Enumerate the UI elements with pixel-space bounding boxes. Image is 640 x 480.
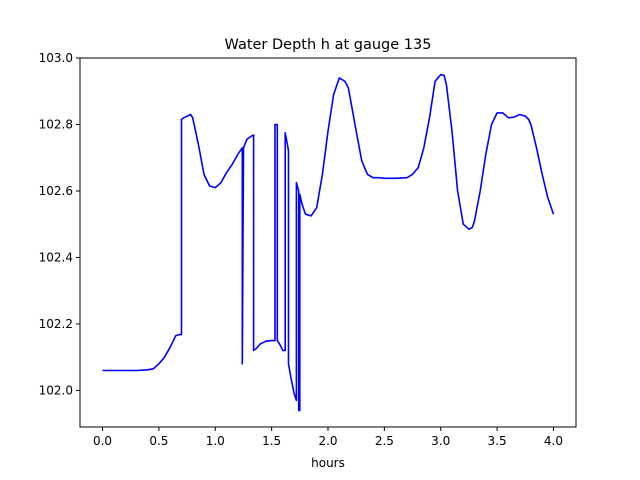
x-tick-label: 0.0 bbox=[93, 434, 112, 448]
y-tick-label: 102.2 bbox=[39, 317, 73, 331]
y-tick-label: 102.6 bbox=[39, 184, 73, 198]
y-axis-ticks: 102.0 102.2 102.4 102.6 102.8 103.0 bbox=[39, 51, 80, 397]
series-line bbox=[102, 73, 555, 412]
y-tick-label: 103.0 bbox=[39, 51, 73, 65]
y-tick-label: 102.4 bbox=[39, 250, 73, 264]
series-layer bbox=[102, 73, 555, 412]
x-tick-label: 2.5 bbox=[375, 434, 394, 448]
x-tick-label: 3.5 bbox=[488, 434, 507, 448]
y-tick-label: 102.8 bbox=[39, 117, 73, 131]
x-tick-label: 1.5 bbox=[262, 434, 281, 448]
x-tick-label: 1.0 bbox=[206, 434, 225, 448]
x-tick-label: 3.0 bbox=[431, 434, 450, 448]
y-tick-label: 102.0 bbox=[39, 383, 73, 397]
x-tick-label: 2.0 bbox=[318, 434, 337, 448]
x-tick-label: 0.5 bbox=[149, 434, 168, 448]
x-axis-ticks: 0.0 0.5 1.0 1.5 2.0 2.5 3.0 3.5 4.0 bbox=[93, 427, 563, 448]
x-tick-label: 4.0 bbox=[544, 434, 563, 448]
x-axis-label: hours bbox=[311, 456, 345, 470]
chart-title: Water Depth h at gauge 135 bbox=[225, 37, 432, 53]
